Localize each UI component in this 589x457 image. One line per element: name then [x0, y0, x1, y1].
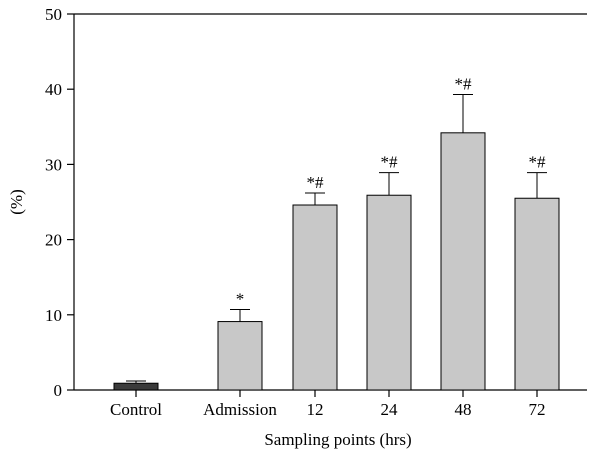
x-tick-label: 72 [529, 400, 546, 419]
y-axis-label: (%) [7, 189, 26, 214]
x-axis-ticks: Control Admission 12 24 48 72 [110, 390, 546, 419]
bar-admission [217, 321, 263, 391]
x-axis-label: Sampling points (hrs) [264, 430, 411, 449]
bar-24 [366, 194, 412, 391]
significance-label: *# [307, 173, 325, 192]
bar-48 [440, 132, 486, 391]
bar-12 [292, 204, 338, 391]
y-tick-label: 40 [45, 80, 62, 99]
x-tick-label: Control [110, 400, 162, 419]
y-tick-label: 0 [54, 381, 63, 400]
significance-label: * [236, 290, 245, 309]
y-tick-label: 30 [45, 155, 62, 174]
bar-control [113, 382, 159, 391]
error-bars [126, 93, 547, 384]
x-tick-label: 24 [381, 400, 399, 419]
y-tick-label: 10 [45, 306, 62, 325]
significance-label: *# [455, 74, 473, 93]
significance-annotations: * *# *# *# *# [236, 74, 546, 308]
significance-label: *# [529, 153, 547, 172]
y-tick-label: 50 [45, 5, 62, 24]
y-axis-ticks: 0 10 20 30 40 50 [45, 5, 74, 400]
bar-72 [514, 197, 560, 391]
x-tick-label: 12 [307, 400, 324, 419]
y-tick-label: 20 [45, 231, 62, 250]
x-tick-label: 48 [455, 400, 472, 419]
x-tick-label: Admission [203, 400, 277, 419]
bars [113, 132, 560, 391]
significance-label: *# [381, 153, 399, 172]
